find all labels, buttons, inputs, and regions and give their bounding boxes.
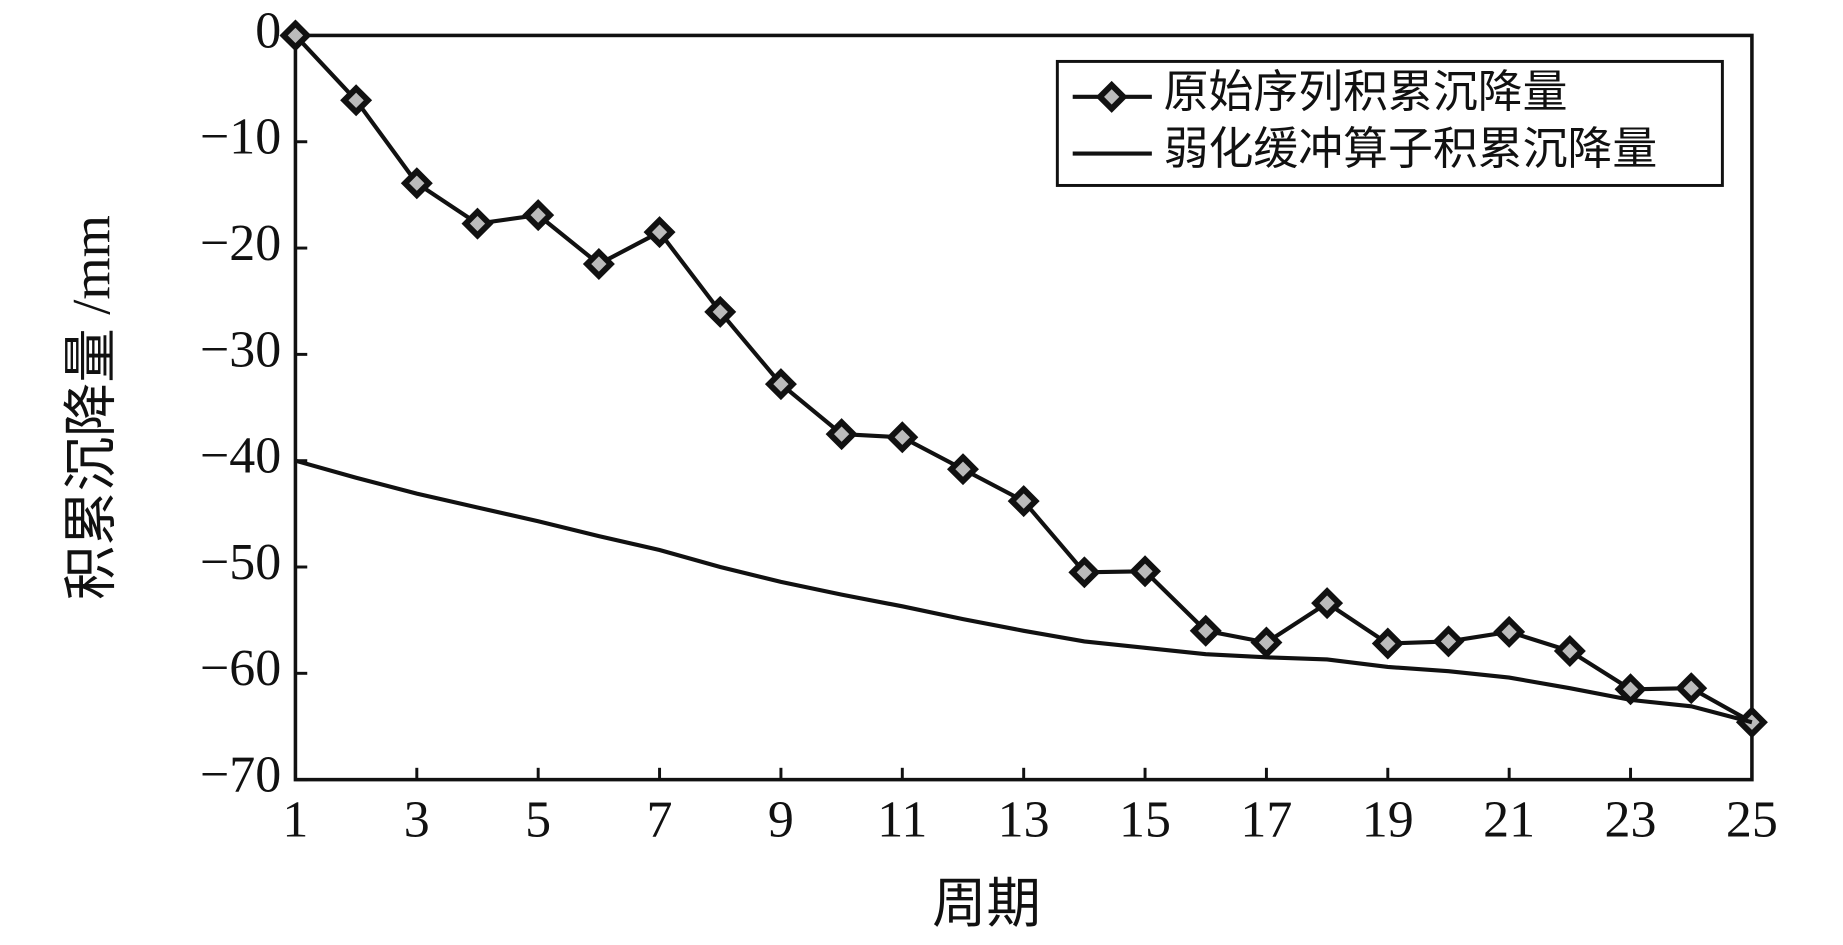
point-marker (340, 84, 373, 117)
point-marker (947, 453, 979, 486)
x-tick-label: 5 (525, 791, 551, 848)
x-tick-label: 11 (877, 791, 927, 848)
y-tick-label: 0 (255, 2, 281, 59)
x-tick-label: 13 (998, 791, 1050, 848)
point-marker (1189, 614, 1222, 647)
point-marker (1371, 627, 1404, 660)
point-marker (279, 19, 312, 52)
point-marker (1553, 634, 1586, 667)
y-tick-label: −20 (200, 215, 281, 272)
point-marker (1311, 587, 1344, 620)
point-marker (764, 368, 797, 401)
y-tick-label: −10 (200, 109, 281, 166)
point-marker (1675, 672, 1708, 705)
x-axis-label: 周期 (932, 874, 1041, 934)
y-tick-label: −50 (200, 534, 281, 591)
point-marker (643, 216, 676, 249)
x-tick-label: 17 (1240, 791, 1292, 848)
y-tick-label: −70 (200, 747, 281, 804)
point-marker (704, 295, 737, 328)
legend-label: 弱化缓冲算子积累沉降量 (1164, 124, 1658, 174)
point-marker (886, 421, 919, 454)
point-marker (461, 207, 494, 240)
y-tick-label: −30 (200, 321, 281, 378)
point-marker (1493, 615, 1526, 648)
x-tick-label: 21 (1483, 791, 1535, 848)
legend-label: 原始序列积累沉降量 (1164, 67, 1568, 117)
x-tick-label: 9 (768, 791, 794, 848)
x-tick-label: 7 (647, 791, 673, 848)
series-line (294, 458, 1753, 725)
point-marker (1068, 556, 1101, 589)
point-marker (400, 167, 433, 200)
legend-box (1055, 59, 1724, 187)
point-marker (825, 418, 858, 451)
x-tick-label: 1 (282, 791, 308, 848)
legend-marker (1095, 80, 1128, 113)
point-marker (1007, 485, 1040, 518)
y-axis-label: 积累沉降量 /mm (61, 215, 121, 600)
y-tick-label: −60 (200, 640, 281, 697)
point-marker (1129, 555, 1162, 588)
point-marker (1432, 625, 1465, 658)
point-marker (582, 248, 615, 280)
x-tick-label: 19 (1362, 791, 1414, 848)
point-marker (522, 199, 555, 232)
x-tick-label: 23 (1605, 791, 1657, 848)
point-marker (1250, 626, 1283, 659)
y-tick-label: −40 (200, 428, 281, 485)
x-tick-label: 3 (404, 791, 430, 848)
x-tick-label: 25 (1726, 791, 1778, 848)
x-tick-label: 15 (1119, 791, 1171, 848)
